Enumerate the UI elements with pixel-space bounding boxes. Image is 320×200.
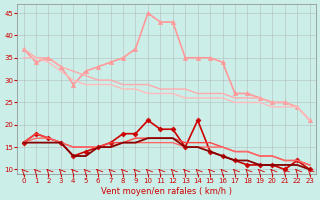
X-axis label: Vent moyen/en rafales ( km/h ): Vent moyen/en rafales ( km/h ) bbox=[101, 187, 232, 196]
